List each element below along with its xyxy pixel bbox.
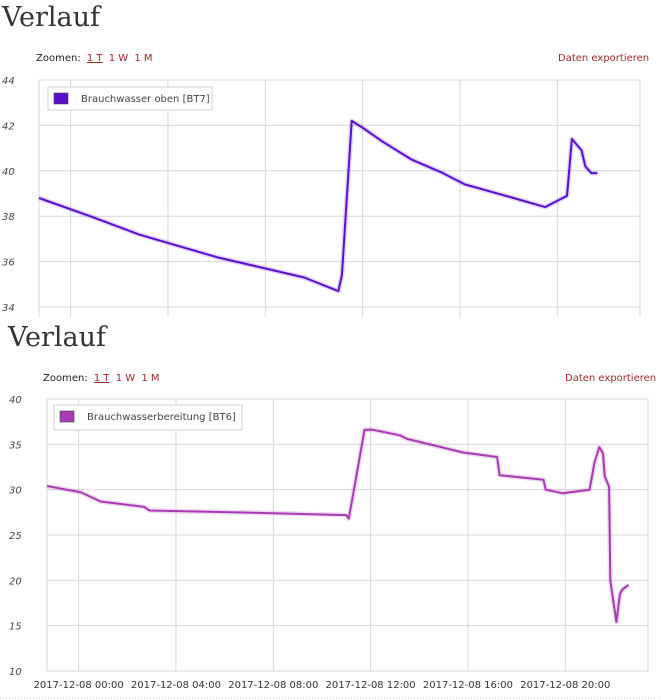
y-tick-label: 20 <box>9 576 22 587</box>
y-tick-label: 40 <box>9 395 22 406</box>
panel-title: Verlauf <box>2 2 101 33</box>
panel-title: Verlauf <box>8 322 107 353</box>
y-tick-label: 42 <box>2 121 15 132</box>
export-data-link[interactable]: Daten exportieren <box>558 53 650 64</box>
y-tick-label: 34 <box>2 303 15 314</box>
y-tick-label: 38 <box>2 212 15 223</box>
export-data-link[interactable]: Daten exportieren <box>565 373 657 384</box>
chart-panel-bt7: Verlauf Zoomen: 1 T 1 W 1 M Daten export… <box>0 0 661 322</box>
legend-label: Brauchwasser oben [BT7] <box>81 94 210 105</box>
zoom-1-week-link[interactable]: 1 W <box>108 53 129 64</box>
zoom-1-month-link[interactable]: 1 M <box>134 53 153 64</box>
x-tick-label: 2017-12-08 16:00 <box>423 680 513 691</box>
zoom-controls: Zoomen: 1 T 1 W 1 M <box>43 373 160 384</box>
zoom-label: Zoomen: <box>36 53 81 64</box>
series-line-shadow <box>46 427 630 625</box>
x-tick-label: 2017-12-08 20:00 <box>520 680 610 691</box>
y-tick-label: 15 <box>9 622 22 633</box>
legend-swatch <box>59 410 75 423</box>
series-line <box>46 428 630 623</box>
x-tick-label: 2017-12-08 12:00 <box>326 680 416 691</box>
zoom-1-month-link[interactable]: 1 M <box>141 373 160 384</box>
zoom-1-week-link[interactable]: 1 W <box>115 373 136 384</box>
legend-swatch <box>53 92 69 105</box>
zoom-1-day-link[interactable]: 1 T <box>86 53 103 64</box>
zoom-controls: Zoomen: 1 T 1 W 1 M <box>36 53 153 64</box>
legend-box <box>47 86 213 111</box>
chart-panel-bt6: Verlauf Zoomen: 1 T 1 W 1 M Daten export… <box>0 322 661 700</box>
series-line <box>38 119 598 293</box>
line-chart-bt6: 40 35 30 25 20 15 10 2017-12-08 00:00 2017-12-08… <box>0 395 661 699</box>
y-tick-label: 35 <box>9 440 22 451</box>
y-tick-label: 36 <box>2 258 15 269</box>
legend-box <box>53 404 243 431</box>
zoom-1-day-link[interactable]: 1 T <box>93 373 110 384</box>
zoom-label: Zoomen: <box>43 373 88 384</box>
x-tick-label: 2017-12-08 08:00 <box>228 680 318 691</box>
y-tick-label: 10 <box>9 667 22 678</box>
line-chart-bt7: 44 42 40 38 36 34 Brauchwasser oben [BT7] <box>2 76 641 317</box>
y-tick-label: 44 <box>2 76 15 87</box>
y-tick-label: 25 <box>9 531 22 542</box>
y-tick-label: 40 <box>2 167 15 178</box>
x-tick-label: 2017-12-08 00:00 <box>34 680 124 691</box>
legend-label: Brauchwasserbereitung [BT6] <box>87 412 236 423</box>
series-line-shadow <box>38 118 598 294</box>
x-tick-label: 2017-12-08 04:00 <box>131 680 221 691</box>
y-tick-label: 30 <box>9 486 22 497</box>
